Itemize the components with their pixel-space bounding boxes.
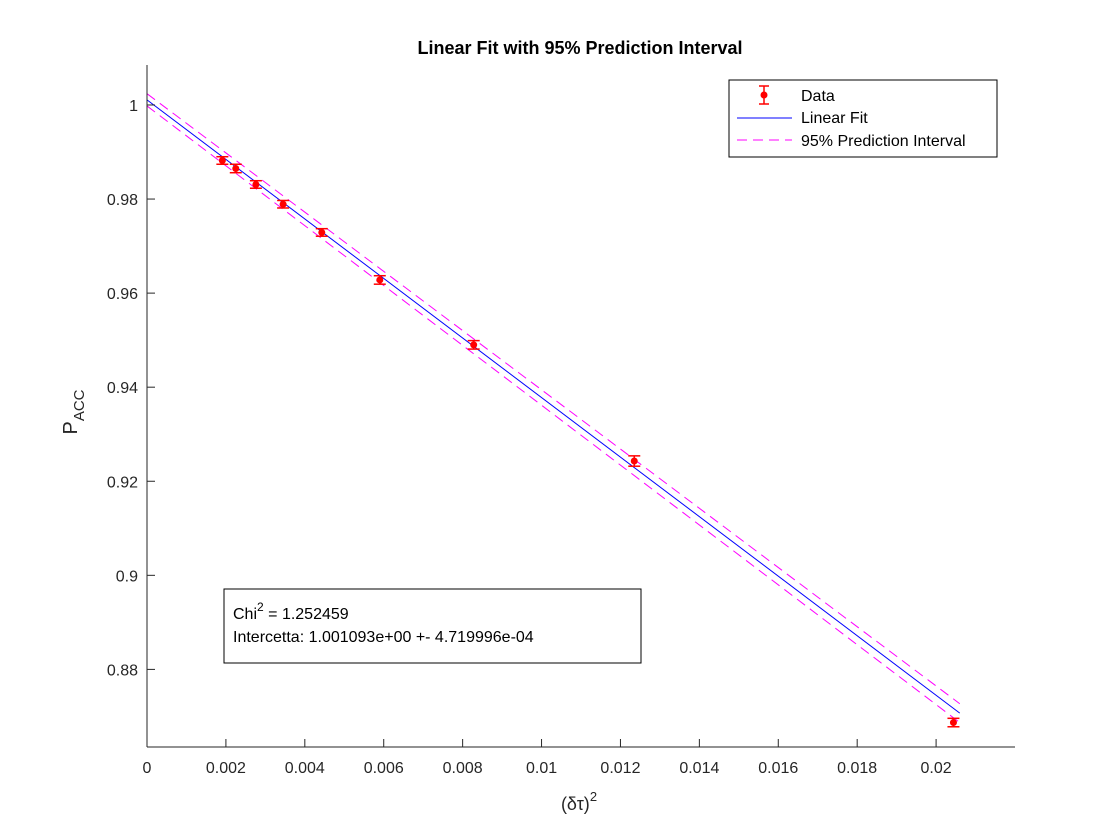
data-marker <box>279 200 287 208</box>
x-tick-label: 0.018 <box>837 760 877 777</box>
y-axis-title-sub: ACC <box>71 389 88 421</box>
data-marker <box>949 719 957 727</box>
y-axis-title-base: P <box>60 421 82 434</box>
x-tick-label: 0.002 <box>206 760 246 777</box>
x-tick-label: 0.016 <box>758 760 798 777</box>
annotation-chi2-sup: 2 <box>257 600 264 614</box>
prediction-interval-lower <box>146 105 961 723</box>
y-tick-label: 0.9 <box>116 568 138 585</box>
data-point <box>216 155 229 165</box>
data-point <box>467 339 480 350</box>
x-tick-label: 0 <box>143 760 152 777</box>
y-tick-label: 0.92 <box>107 474 138 491</box>
legend: Data Linear Fit 95% Prediction Interval <box>728 79 998 158</box>
y-tick-label: 0.96 <box>107 286 138 303</box>
x-tick-label: 0.006 <box>364 760 404 777</box>
chart-title: Linear Fit with 95% Prediction Interval <box>417 38 742 58</box>
data-point <box>229 163 242 174</box>
data-point <box>628 455 641 467</box>
x-tick-label: 0.008 <box>443 760 483 777</box>
legend-marker-data <box>759 85 769 105</box>
x-tick-label: 0.01 <box>526 760 557 777</box>
x-tick-label: 0.014 <box>679 760 719 777</box>
data-marker <box>252 180 260 188</box>
data-marker <box>630 457 638 465</box>
x-axis-title-base: (δτ) <box>561 794 590 814</box>
y-axis-title: PACC <box>60 389 88 434</box>
x-tick-label: 0.012 <box>600 760 640 777</box>
annotation-intercept: Intercetta: 1.001093e+00 +- 4.719996e-04 <box>233 629 534 646</box>
data-point <box>947 717 960 728</box>
y-tick-label: 0.94 <box>107 380 138 397</box>
x-tick-label: 0.02 <box>921 760 952 777</box>
data-marker <box>318 228 326 236</box>
x-axis-title-sup: 2 <box>590 789 597 804</box>
data-point <box>315 227 328 237</box>
legend-label-interval: 95% Prediction Interval <box>801 133 966 150</box>
y-tick-label: 1 <box>129 98 138 115</box>
prediction-interval-upper <box>146 93 961 705</box>
y-tick-label: 0.88 <box>107 662 138 679</box>
annotation-chi2: Chi2 = 1.252459 <box>233 600 349 623</box>
x-tick-label: 0.004 <box>285 760 325 777</box>
annotation-chi2-value: = 1.252459 <box>264 606 349 623</box>
legend-label-data: Data <box>801 88 835 105</box>
annotation-box: Chi2 = 1.252459 Intercetta: 1.001093e+00… <box>223 588 642 664</box>
data-marker <box>376 276 384 284</box>
data-marker <box>232 164 240 172</box>
annotation-chi2-base: Chi <box>233 606 257 623</box>
data-point <box>249 179 262 189</box>
y-tick-label: 0.98 <box>107 192 138 209</box>
data-marker <box>470 341 478 349</box>
x-axis-title: (δτ)2 <box>561 789 597 814</box>
data-point <box>277 199 290 209</box>
legend-label-fit: Linear Fit <box>801 110 868 127</box>
data-point <box>373 274 386 285</box>
data-marker <box>218 156 226 164</box>
